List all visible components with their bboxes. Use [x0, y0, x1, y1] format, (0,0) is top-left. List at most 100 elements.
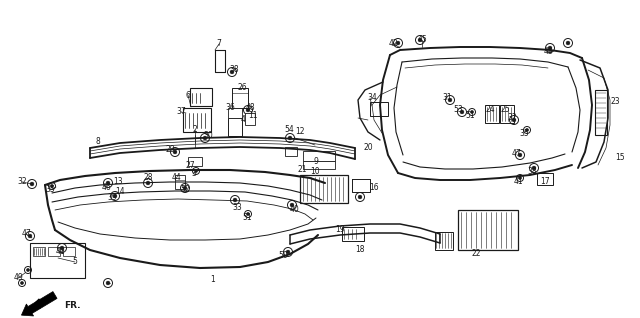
Circle shape — [230, 70, 234, 74]
Text: 44: 44 — [172, 172, 182, 182]
Circle shape — [246, 108, 250, 112]
Text: 53: 53 — [453, 106, 463, 114]
Bar — [500, 105, 514, 123]
Bar — [183, 108, 211, 132]
Text: 1: 1 — [211, 275, 216, 285]
Text: 43: 43 — [543, 47, 553, 57]
Bar — [63, 247, 75, 256]
Bar — [595, 90, 607, 135]
Circle shape — [195, 169, 198, 172]
Text: 33: 33 — [232, 203, 242, 211]
Text: 46: 46 — [101, 183, 111, 191]
Circle shape — [146, 181, 150, 185]
Text: 27: 27 — [185, 161, 195, 169]
Text: 21: 21 — [297, 165, 307, 175]
Text: 51: 51 — [465, 110, 475, 120]
Circle shape — [358, 195, 362, 199]
Text: 35: 35 — [519, 128, 529, 137]
Circle shape — [566, 41, 570, 45]
Bar — [33, 247, 45, 256]
Text: 16: 16 — [369, 183, 379, 192]
Circle shape — [204, 136, 207, 140]
Circle shape — [448, 98, 452, 102]
Text: 50: 50 — [278, 252, 288, 260]
Text: 45: 45 — [417, 36, 427, 45]
Circle shape — [106, 281, 110, 285]
Text: 41: 41 — [55, 247, 65, 257]
Text: 31: 31 — [442, 93, 452, 102]
Bar — [48, 247, 60, 256]
Circle shape — [396, 41, 400, 45]
Circle shape — [60, 246, 64, 250]
Circle shape — [28, 234, 32, 238]
Text: 12: 12 — [295, 128, 305, 136]
Text: 34: 34 — [367, 93, 377, 102]
Text: 51: 51 — [242, 212, 252, 222]
Text: 36: 36 — [225, 103, 235, 113]
Text: 42: 42 — [388, 38, 398, 47]
Bar — [458, 210, 518, 250]
Text: 38: 38 — [229, 66, 239, 74]
Text: 4: 4 — [241, 115, 245, 125]
Text: 26: 26 — [237, 84, 247, 93]
Text: 35: 35 — [45, 185, 55, 195]
Circle shape — [460, 110, 464, 114]
Text: 47: 47 — [21, 230, 31, 238]
Circle shape — [106, 181, 110, 185]
Bar — [190, 88, 212, 106]
Circle shape — [532, 166, 536, 170]
Bar — [370, 102, 388, 116]
Bar — [30, 243, 85, 278]
FancyArrow shape — [21, 292, 57, 316]
Circle shape — [20, 281, 24, 285]
Text: 29: 29 — [165, 146, 175, 155]
Text: 18: 18 — [355, 245, 365, 254]
Text: 7: 7 — [216, 39, 221, 49]
Text: 6: 6 — [186, 91, 191, 100]
Text: 13: 13 — [113, 176, 123, 185]
Text: 24: 24 — [485, 106, 495, 114]
Text: 54: 54 — [284, 126, 294, 135]
Bar — [303, 151, 335, 161]
Text: 49: 49 — [13, 273, 23, 282]
Text: 11: 11 — [248, 112, 258, 121]
Circle shape — [113, 194, 117, 198]
Circle shape — [525, 128, 529, 132]
Bar — [228, 108, 242, 118]
Bar — [303, 161, 335, 169]
Bar — [232, 88, 248, 108]
Text: 28: 28 — [143, 174, 153, 183]
Text: 5: 5 — [72, 258, 77, 266]
Bar — [342, 227, 364, 241]
Text: 19: 19 — [335, 225, 345, 234]
Circle shape — [51, 184, 54, 188]
Text: 25: 25 — [500, 106, 510, 114]
Text: 10: 10 — [310, 168, 320, 176]
Circle shape — [518, 153, 522, 157]
Circle shape — [418, 38, 422, 42]
Circle shape — [290, 203, 294, 207]
Text: FR.: FR. — [64, 301, 80, 309]
Circle shape — [512, 118, 516, 122]
Text: 20: 20 — [363, 143, 373, 153]
Text: 48: 48 — [245, 103, 255, 113]
Circle shape — [518, 176, 522, 179]
Text: 32: 32 — [507, 114, 517, 122]
Circle shape — [288, 136, 292, 140]
Text: 39: 39 — [107, 193, 117, 203]
Text: 41: 41 — [513, 176, 523, 185]
Circle shape — [548, 46, 552, 50]
Circle shape — [470, 110, 474, 114]
Circle shape — [30, 182, 34, 186]
Text: 2: 2 — [193, 126, 197, 135]
Text: 40: 40 — [290, 205, 300, 215]
Bar — [285, 147, 297, 156]
Bar — [485, 105, 499, 123]
Text: 23: 23 — [610, 98, 620, 107]
Text: 47: 47 — [511, 149, 521, 157]
Text: 52: 52 — [180, 185, 190, 195]
Text: 22: 22 — [471, 248, 481, 258]
Text: 38: 38 — [527, 168, 537, 176]
Bar — [188, 157, 202, 166]
Bar — [537, 173, 553, 185]
